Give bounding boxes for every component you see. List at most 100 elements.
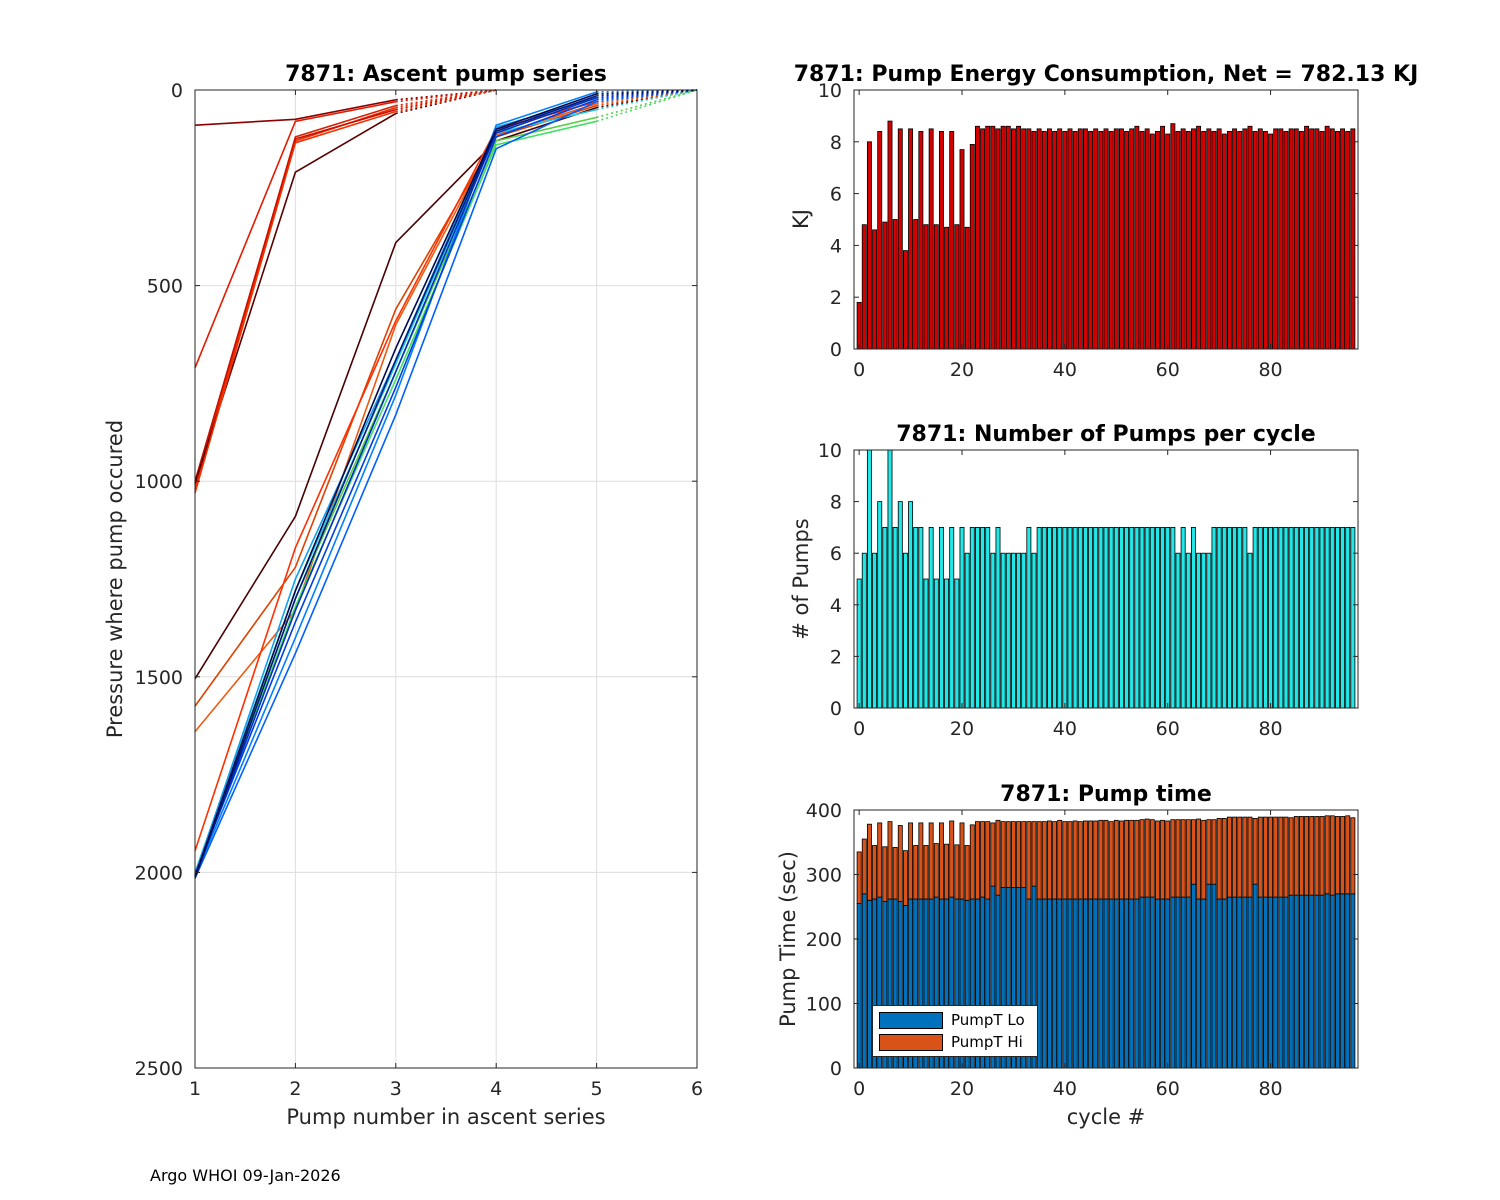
pumps-bar — [866, 449, 872, 709]
pumptime-bar — [1350, 817, 1356, 895]
pumptime-bar — [995, 819, 1001, 896]
pumptime-ytick-label: 0 — [830, 1058, 842, 1080]
pumps-bar — [1149, 527, 1155, 709]
pumptime-bar — [1005, 821, 1011, 888]
energy-bar — [1283, 131, 1289, 350]
pumps-bar — [1268, 527, 1274, 709]
energy-bar — [1088, 131, 1094, 350]
energy-bar — [1288, 128, 1294, 350]
ascent-axes-box — [194, 89, 698, 1069]
energy-bar — [1000, 125, 1006, 350]
energy-bar — [1247, 125, 1253, 350]
pumptime-bar — [918, 822, 924, 900]
pumptime-bar — [1314, 894, 1320, 1069]
pumptime-xtick-label: 40 — [1053, 1078, 1077, 1100]
pumps-bar — [1005, 552, 1011, 709]
pumptime-bar — [1334, 893, 1340, 1069]
pumptime-xtick-label: 60 — [1156, 1078, 1180, 1100]
ascent-series-line — [194, 97, 597, 877]
pumptime-bar — [1057, 898, 1063, 1069]
ascent-title: 7871: Ascent pump series — [285, 62, 607, 87]
pumptime-bar — [1175, 819, 1181, 898]
legend-label-lo: PumpT Lo — [951, 1011, 1025, 1029]
energy-bar — [1021, 128, 1027, 350]
energy-bar — [1144, 128, 1150, 350]
energy-bar — [1170, 123, 1176, 350]
pumps-bar — [1000, 552, 1006, 709]
pumptime-xtick-label: 0 — [853, 1078, 865, 1100]
pumps-bar — [1154, 527, 1160, 709]
pumps-bar — [1129, 527, 1135, 709]
pumptime-bar — [1067, 898, 1073, 1069]
pumptime-bar — [861, 838, 867, 895]
pumps-bar — [1144, 527, 1150, 709]
energy-ytick-label: 0 — [830, 339, 842, 361]
pumptime-bar — [1165, 898, 1171, 1069]
energy-bar — [1016, 125, 1022, 350]
pumptime-bar — [872, 845, 878, 900]
pumps-bar — [980, 527, 986, 709]
ascent-series-line — [194, 99, 396, 126]
pumptime-bar — [923, 845, 929, 900]
pumptime-bar — [1154, 820, 1160, 900]
pumps-bar — [1350, 527, 1356, 709]
pumps-bar — [1160, 527, 1166, 709]
ascent-series-line — [194, 112, 397, 484]
energy-bar — [995, 128, 1001, 350]
pumptime-bar — [1298, 894, 1304, 1069]
pumptime-bar — [1103, 898, 1109, 1069]
pumptime-bar — [1093, 898, 1099, 1069]
pumptime-bar — [1170, 819, 1176, 898]
energy-ytick-label: 6 — [830, 184, 842, 206]
pumptime-bar — [1268, 816, 1274, 898]
ascent-ytick-label: 2000 — [135, 862, 183, 884]
pumptime-bar — [1350, 893, 1356, 1069]
pumptime-bar — [1139, 896, 1145, 1069]
ascent-series-line — [194, 93, 597, 877]
pumptime-bar — [1160, 898, 1166, 1069]
pumps-bar — [1237, 527, 1243, 709]
pumptime-bar — [1221, 817, 1227, 900]
pumptime-bar — [1093, 820, 1099, 900]
ascent-xtick-label: 1 — [189, 1078, 201, 1100]
pumps-bar — [985, 527, 991, 709]
pumptime-bar — [959, 822, 965, 900]
pumps-bar — [1072, 527, 1078, 709]
pumptime-bar — [1046, 898, 1052, 1069]
energy-bar — [892, 219, 898, 350]
pumps-bar — [1046, 527, 1052, 709]
pumptime-bar — [1190, 883, 1196, 1069]
pumptime-bar — [1088, 898, 1094, 1069]
energy-bar — [1190, 128, 1196, 350]
energy-bar — [1118, 128, 1124, 350]
energy-bar — [928, 128, 934, 350]
pumps-bar — [856, 578, 862, 709]
pumps-bar — [949, 527, 955, 709]
pumptime-bar — [1340, 893, 1346, 1069]
energy-bar — [1046, 128, 1052, 350]
energy-bar — [954, 224, 960, 350]
energy-bar — [1319, 131, 1325, 350]
pumps-bar — [1216, 527, 1222, 709]
pumptime-bar — [1206, 883, 1212, 1069]
pumptime-bar — [1134, 819, 1140, 900]
pumps-bar — [1098, 527, 1104, 709]
pumptime-bar — [1278, 816, 1284, 898]
pumptime-ytick-label: 100 — [806, 994, 842, 1016]
pumptime-bar — [1077, 898, 1083, 1069]
pumps-bar — [861, 552, 867, 709]
energy-bar — [944, 226, 950, 350]
energy-bar — [1232, 128, 1238, 350]
pumptime-bar — [1345, 815, 1351, 895]
pumptime-bar — [1118, 898, 1124, 1069]
energy-bar — [887, 120, 893, 350]
pumps-bar — [1067, 527, 1073, 709]
pumps-bar — [1247, 552, 1253, 709]
energy-bar — [1129, 128, 1135, 350]
pumptime-bar — [1046, 820, 1052, 900]
pumps-bar — [1108, 527, 1114, 709]
energy-bar — [969, 143, 975, 350]
pumptime-bar — [1113, 819, 1119, 900]
pumps-ytick-label: 2 — [830, 646, 842, 668]
pumptime-bar — [1160, 819, 1166, 900]
